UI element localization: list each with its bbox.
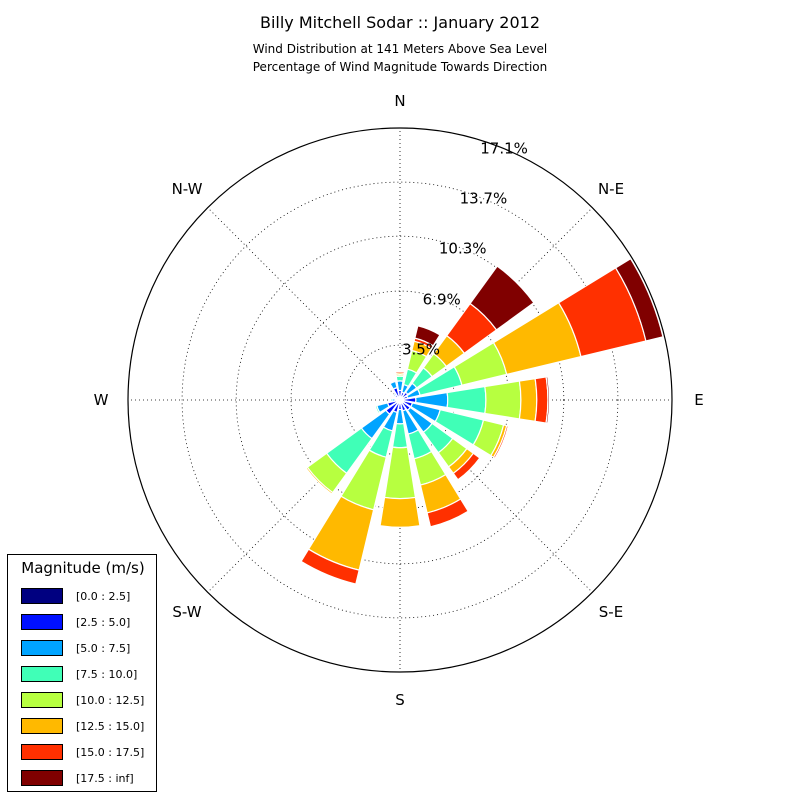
radial-tick-label: 17.1%: [480, 140, 528, 158]
wind-bar-segment: [518, 377, 538, 423]
wind-bar-segment: [379, 496, 421, 528]
wind-bar-segment: [534, 376, 549, 424]
windrose-bars: [300, 257, 664, 585]
legend-swatch: [21, 692, 63, 708]
wind-bar-segment: [414, 325, 441, 347]
grid-circle: [181, 181, 619, 619]
legend-item: [5.0 : 7.5]: [21, 640, 151, 656]
legend-swatch: [21, 588, 63, 604]
direction-label-w: W: [94, 391, 109, 409]
wind-bar-segment: [394, 370, 406, 374]
wind-bar-segment: [614, 257, 664, 342]
legend-swatch: [21, 770, 63, 786]
legend-item: [7.5 : 10.0]: [21, 666, 151, 682]
legend-label: [0.0 : 2.5]: [76, 590, 131, 603]
chart-title: Billy Mitchell Sodar :: January 2012: [260, 13, 540, 32]
chart-subtitle-line2: Percentage of Wind Magnitude Towards Dir…: [253, 60, 547, 74]
legend-item: [0.0 : 2.5]: [21, 588, 151, 604]
wind-bar-segment: [300, 548, 360, 585]
legend-swatch: [21, 744, 63, 760]
legend-swatch: [21, 640, 63, 656]
direction-label-nw: N-W: [172, 180, 203, 198]
direction-label-ne: N-E: [598, 180, 624, 198]
grid-circle: [235, 235, 565, 565]
polar-outline: [127, 127, 673, 673]
legend-label: [5.0 : 7.5]: [76, 642, 131, 655]
wind-bar-segment: [484, 380, 522, 420]
radial-tick-label: 6.9%: [423, 290, 461, 308]
legend-swatch: [21, 666, 63, 682]
wind-bar-segment: [426, 498, 469, 528]
radial-tick-label: 3.5%: [402, 340, 440, 358]
chart-subtitle-line1: Wind Distribution at 141 Meters Above Se…: [253, 42, 548, 56]
wind-bar-segment: [452, 452, 481, 481]
direction-label-s: S: [395, 691, 405, 709]
legend-item: [2.5 : 5.0]: [21, 614, 151, 630]
wind-bar-segment: [545, 375, 551, 425]
legend-item: [17.5 : inf]: [21, 770, 151, 786]
legend-label: [2.5 : 5.0]: [76, 616, 131, 629]
legend-item: [10.0 : 12.5]: [21, 692, 151, 708]
wind-bar-segment: [395, 375, 405, 382]
legend-title: Magnitude (m/s): [21, 559, 145, 577]
legend-item: [12.5 : 15.0]: [21, 718, 151, 734]
legend-label: [15.0 : 17.5]: [76, 746, 145, 759]
wind-bar-segment: [389, 380, 398, 390]
wind-bar-segment: [374, 404, 381, 415]
grid-spoke: [207, 399, 401, 593]
wind-bar-segment: [305, 466, 334, 495]
legend-swatch: [21, 614, 63, 630]
legend-swatch: [21, 718, 63, 734]
legend-label: [12.5 : 15.0]: [76, 720, 145, 733]
wind-bar-segment: [389, 397, 393, 403]
grid-spoke: [207, 207, 401, 401]
wind-bar-segment: [392, 392, 398, 398]
direction-label-n: N: [394, 92, 405, 110]
legend-label: [7.5 : 10.0]: [76, 668, 138, 681]
wind-bar-segment: [383, 446, 417, 500]
legend-label: [10.0 : 12.5]: [76, 694, 145, 707]
wind-bar-segment: [492, 424, 509, 460]
direction-label-sw: S-W: [172, 603, 201, 621]
direction-label-e: E: [694, 391, 703, 409]
wind-bar-segment: [391, 422, 409, 449]
radial-tick-label: 13.7%: [460, 190, 508, 208]
wind-bar-segment: [446, 385, 487, 415]
legend-item: [15.0 : 17.5]: [21, 744, 151, 760]
direction-label-se: S-E: [599, 603, 623, 621]
legend-label: [17.5 : inf]: [76, 772, 134, 785]
wind-bar-segment: [469, 265, 535, 331]
radial-tick-label: 10.3%: [439, 240, 487, 258]
radial-tick-labels: 3.5% 6.9% 10.3% 13.7% 17.1%: [402, 140, 528, 359]
legend: Magnitude (m/s) [0.0 : 2.5] [2.5 : 5.0] …: [7, 554, 157, 792]
grid-spoke: [399, 399, 593, 593]
